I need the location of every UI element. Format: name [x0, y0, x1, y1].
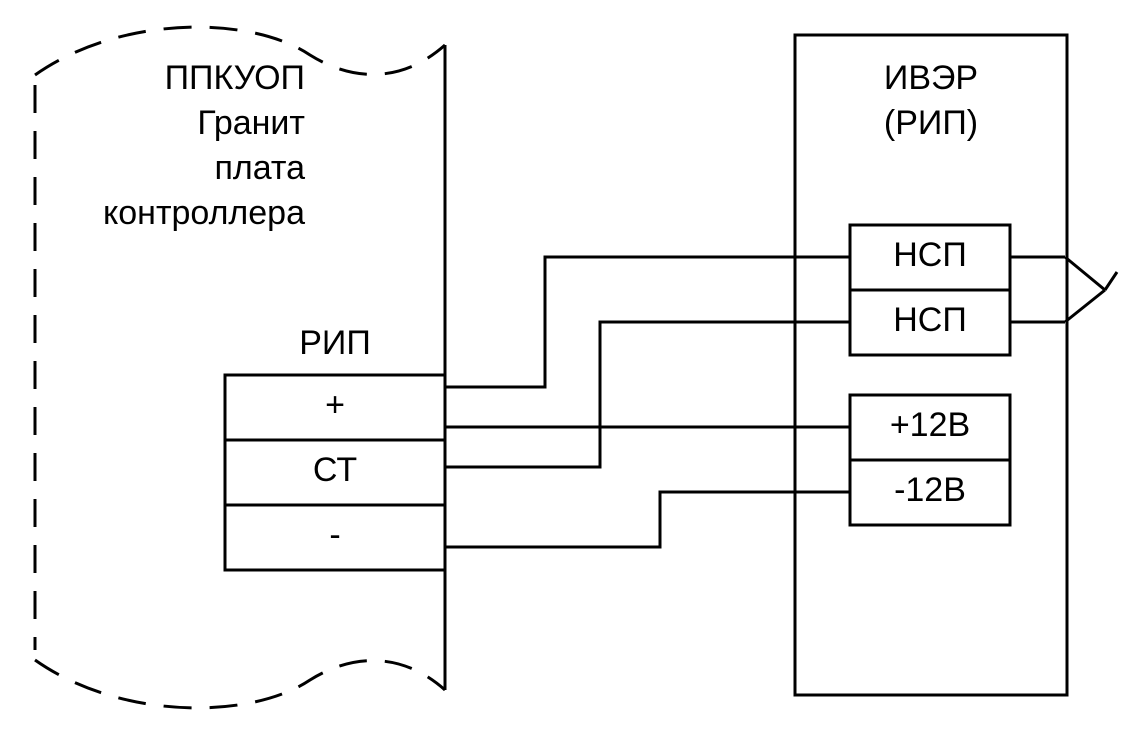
- left-title-line-4: контроллера: [103, 194, 305, 232]
- terminal-ct-label: СТ: [313, 451, 357, 489]
- terminal-p12v-label: +12В: [890, 406, 970, 444]
- dashed-boundary-bottom: [35, 660, 445, 708]
- left-title-line-3: плата: [214, 149, 305, 187]
- terminal-nsp2-label: НСП: [893, 301, 967, 339]
- right-title-line-2: (РИП): [884, 104, 978, 142]
- wire-minus-to-m12v: [445, 492, 850, 547]
- terminal-nsp1-label: НСП: [893, 236, 967, 274]
- left-title-line-1: ППКУОП: [165, 59, 305, 97]
- left-sub-label: РИП: [299, 324, 371, 362]
- right-title-line-1: ИВЭР: [884, 59, 978, 97]
- nc-switch-icon: [1010, 257, 1117, 322]
- terminal-m12v-label: -12В: [894, 471, 966, 509]
- wire-ct-to-nsp2: [445, 322, 850, 467]
- terminal-minus-label: -: [329, 516, 340, 554]
- left-title-line-2: Гранит: [197, 104, 305, 142]
- terminal-plus-label: +: [325, 386, 345, 424]
